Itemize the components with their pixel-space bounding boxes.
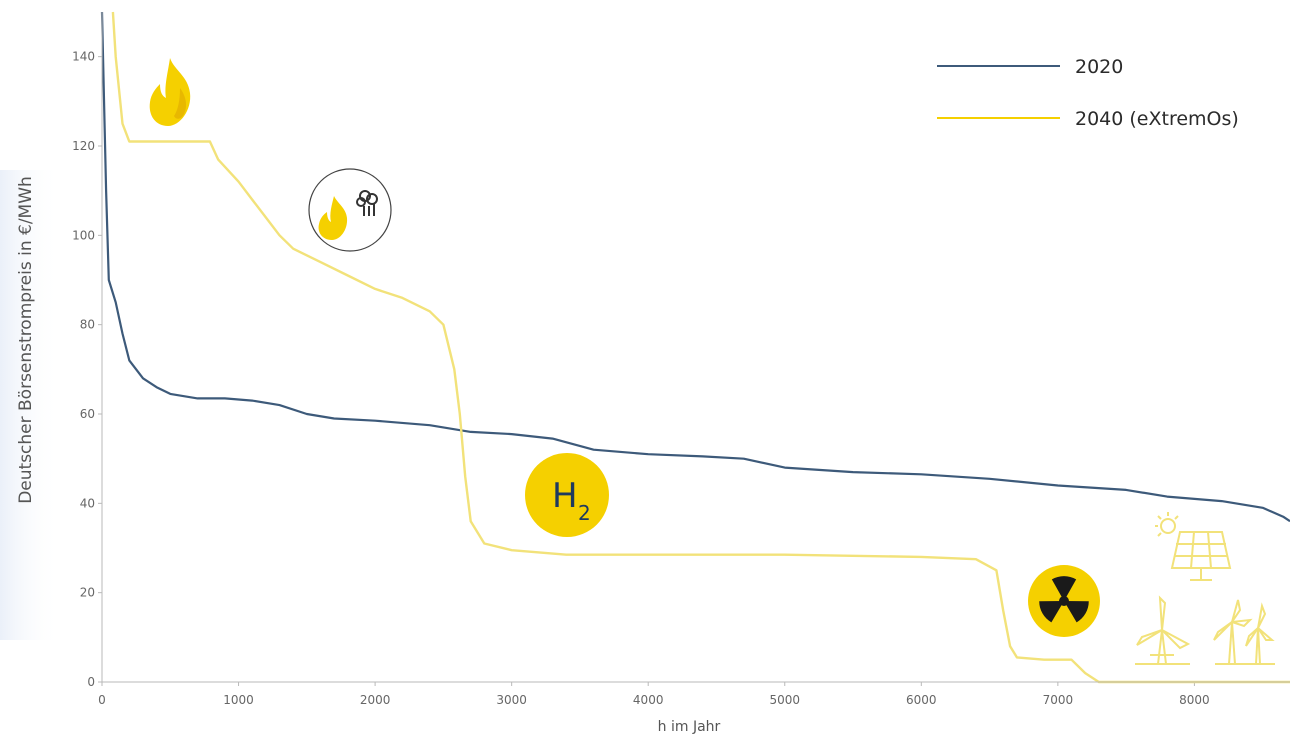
x-tick-label: 4000	[633, 693, 664, 707]
y-axis-label: Deutscher Börsenstrompreis in €/MWh	[16, 176, 36, 504]
x-tick-label: 1000	[223, 693, 254, 707]
x-axis-ticks: 0 1000 2000 3000 4000 5000 6000 7000 8000	[98, 682, 1210, 707]
x-tick-label: 8000	[1179, 693, 1210, 707]
series-line-2020	[100, 11, 1290, 523]
legend-label-2020: 2020	[1075, 56, 1123, 78]
y-tick-label: 40	[80, 496, 95, 510]
wind-turbine-icon	[1135, 595, 1275, 665]
series-line-2040	[111, 11, 1290, 684]
x-tick-label: 6000	[906, 693, 937, 707]
y-tick-label: 0	[87, 675, 95, 689]
y-tick-label: 80	[80, 318, 95, 332]
svg-text:H: H	[552, 476, 578, 516]
background-accent	[0, 170, 60, 640]
y-tick-label: 60	[80, 407, 95, 421]
x-axis-label: h im Jahr	[658, 719, 721, 735]
nuclear-icon	[1028, 565, 1100, 637]
legend-label-2040: 2040 (eXtremOs)	[1075, 108, 1239, 130]
y-tick-label: 140	[72, 50, 95, 64]
x-tick-label: 7000	[1043, 693, 1074, 707]
y-tick-label: 120	[72, 139, 95, 153]
x-tick-label: 3000	[496, 693, 527, 707]
x-tick-label: 5000	[769, 693, 800, 707]
x-tick-label: 2000	[360, 693, 391, 707]
svg-text:2: 2	[578, 501, 591, 525]
gas-fire-icon	[308, 168, 392, 252]
series-group	[100, 11, 1290, 684]
hydrogen-icon: H 2	[525, 453, 609, 537]
legend: 2020 2040 (eXtremOs)	[937, 56, 1239, 130]
x-tick-label: 0	[98, 693, 106, 707]
solar-panel-icon	[1155, 512, 1232, 581]
y-tick-label: 20	[80, 586, 95, 600]
y-axis-ticks: 0 20 40 60 80 100 120 140	[72, 50, 102, 689]
y-tick-label: 100	[72, 228, 95, 242]
fire-icon	[149, 58, 191, 126]
